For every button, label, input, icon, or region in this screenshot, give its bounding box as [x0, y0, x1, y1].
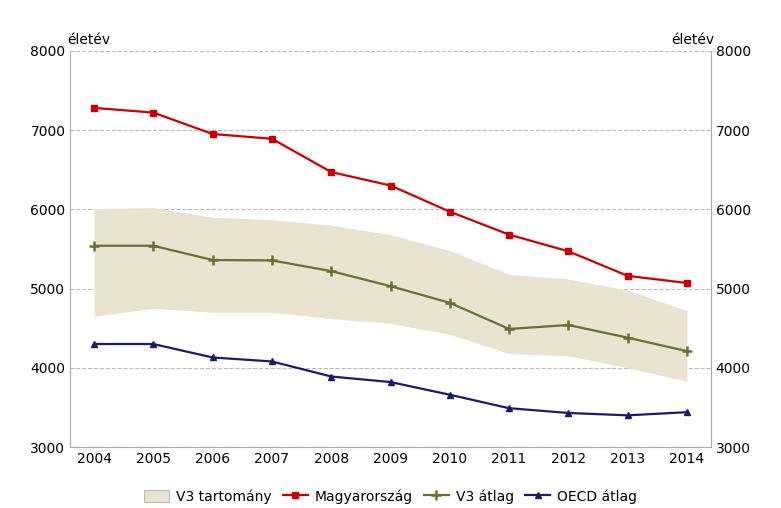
Legend: V3 tartomány, Magyarország, V3 átlag, OECD átlag: V3 tartomány, Magyarország, V3 átlag, OE…: [138, 484, 643, 508]
Text: életév: életév: [67, 33, 110, 47]
Text: életév: életév: [671, 33, 714, 47]
